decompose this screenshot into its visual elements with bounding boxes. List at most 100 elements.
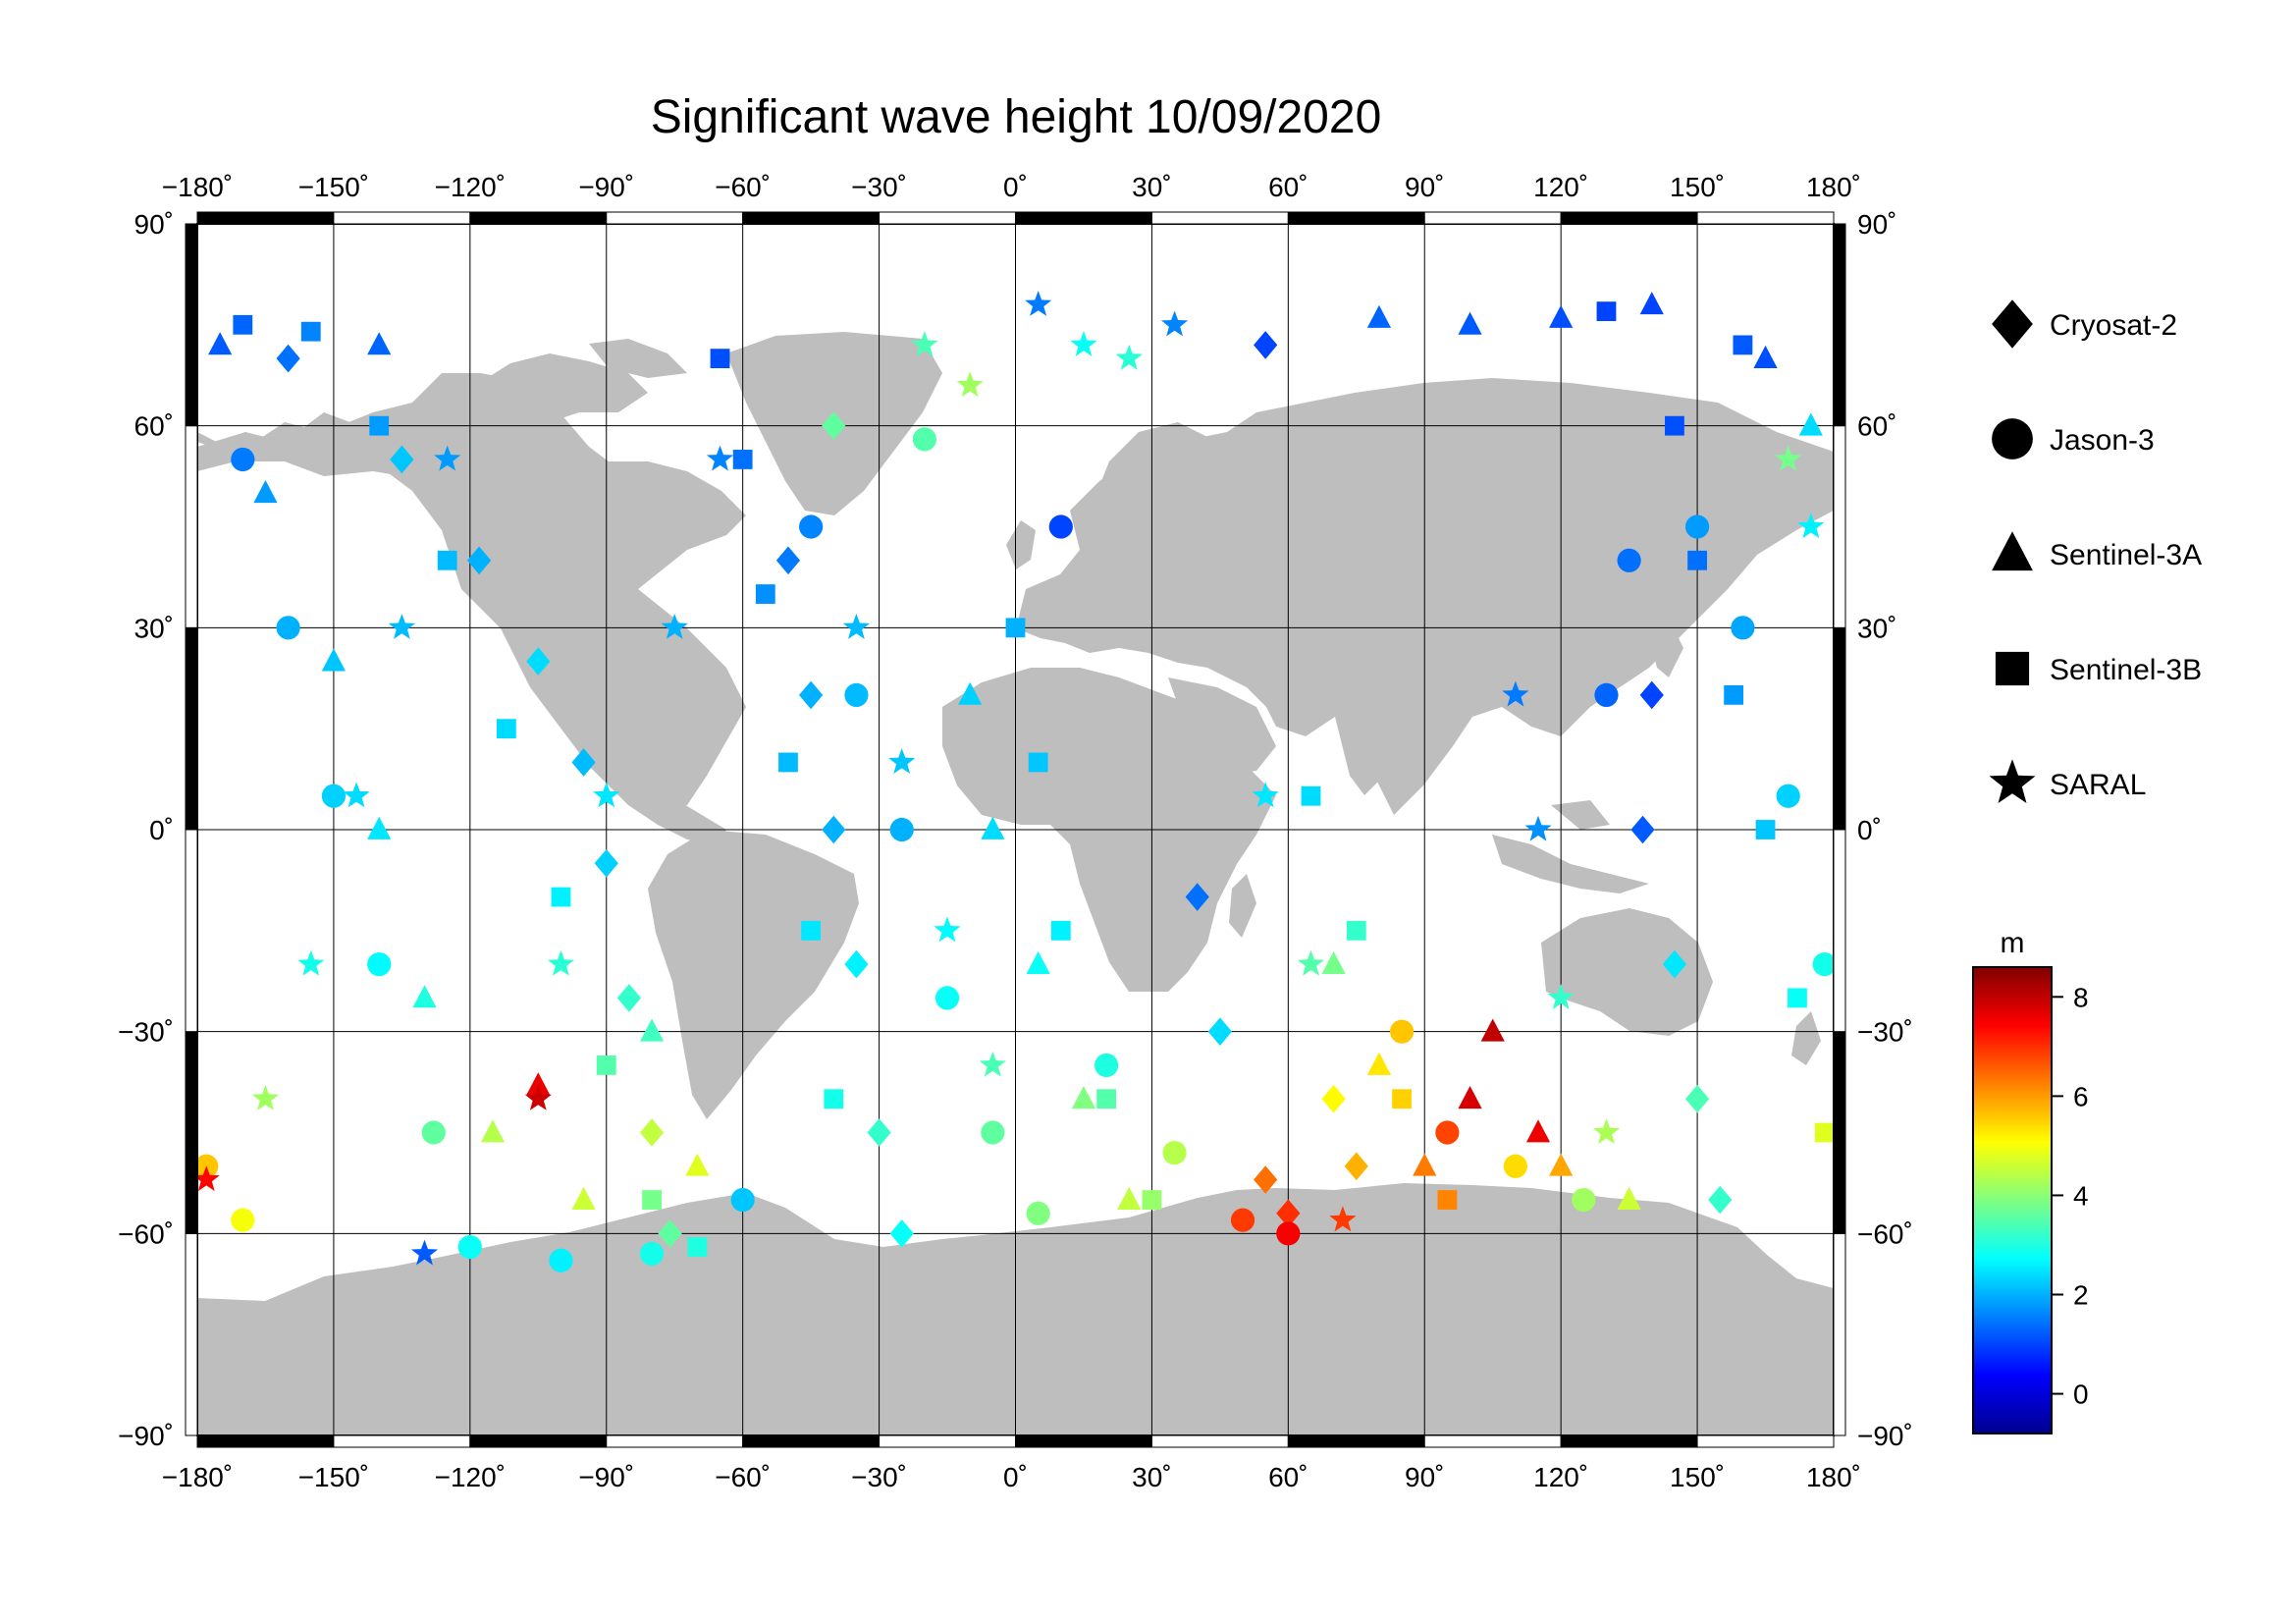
map-border-bars xyxy=(185,211,1846,1448)
left-border-segment xyxy=(185,829,198,1033)
lat-tick-label-right: 90˚ xyxy=(1857,209,1896,240)
sentinel-3b-point xyxy=(642,1190,662,1210)
cryosat-2-point xyxy=(571,748,596,777)
jason-3-point xyxy=(1617,548,1641,572)
sentinel-3a-point xyxy=(1413,1153,1437,1176)
legend-marker-jason-3 xyxy=(1992,418,2033,460)
lon-tick-label-bottom: −30˚ xyxy=(851,1462,907,1492)
jason-3-point xyxy=(457,1234,482,1260)
sentinel-3a-point xyxy=(1549,304,1574,328)
jason-3-point xyxy=(1435,1120,1460,1145)
saral-point xyxy=(1161,310,1189,337)
saral-point xyxy=(1297,949,1325,976)
jason-3-point xyxy=(1095,1053,1119,1078)
cryosat-2-point xyxy=(799,680,824,710)
saral-point xyxy=(1070,331,1097,356)
cryosat-2-point xyxy=(1630,815,1655,844)
saral-point xyxy=(842,614,870,639)
saral-point xyxy=(1592,1118,1621,1145)
lon-tick-label-top: −30˚ xyxy=(851,172,907,202)
sentinel-3a-point xyxy=(1617,1186,1641,1210)
sentinel-3b-point xyxy=(1788,988,1807,1008)
sentinel-3a-point xyxy=(1753,345,1778,369)
sentinel-3b-point xyxy=(1392,1089,1412,1109)
jason-3-point xyxy=(981,1120,1005,1145)
sentinel-3a-point xyxy=(1480,1018,1505,1042)
cryosat-2-point xyxy=(1185,883,1209,911)
colorbar-tick-label: 0 xyxy=(2073,1380,2089,1410)
lat-tick-label-left: −30˚ xyxy=(118,1017,174,1048)
australia-landmass xyxy=(1541,908,1713,1036)
legend-marker-saral xyxy=(1989,759,2036,803)
jason-3-point xyxy=(1572,1187,1596,1213)
cryosat-2-point xyxy=(639,1118,665,1147)
bottom-border-segment xyxy=(1150,1434,1289,1448)
sentinel-3a-point xyxy=(367,332,392,355)
jason-3-point xyxy=(1812,952,1834,977)
lat-tick-label-right: −90˚ xyxy=(1857,1421,1913,1451)
axis-tick-labels: −180˚ −180˚ −150˚ −150˚ −120˚ −120˚ −90˚ −90˚ −6… xyxy=(118,172,1913,1492)
jason-3-point xyxy=(730,1187,755,1213)
sentinel-3b-point xyxy=(551,887,571,907)
colorbar-tick-label: 8 xyxy=(2073,982,2089,1012)
sentinel-3a-series xyxy=(208,292,1823,1210)
sentinel-3a-point xyxy=(1117,1186,1142,1210)
legend-label-sentinel-3b: Sentinel-3B xyxy=(2050,654,2202,686)
lon-tick-label-bottom: −60˚ xyxy=(715,1462,771,1492)
cryosat-2-point xyxy=(658,1219,682,1248)
cryosat-2-point xyxy=(1662,949,1687,979)
lon-tick-label-bottom: 150˚ xyxy=(1670,1462,1725,1492)
lon-tick-label-top: 150˚ xyxy=(1670,172,1725,202)
sentinel-3b-point xyxy=(1755,820,1776,839)
top-border-segment xyxy=(879,211,1016,225)
jason-3-point xyxy=(1731,616,1755,640)
saral-point xyxy=(1025,291,1052,316)
jason-3-point xyxy=(1389,1019,1415,1044)
jason-3-point xyxy=(321,784,347,808)
cryosat-2-point xyxy=(594,848,618,878)
sentinel-3b-point xyxy=(1028,752,1048,773)
saral-point xyxy=(410,1239,439,1266)
sentinel-3b-point xyxy=(437,550,457,570)
jason-3-point xyxy=(231,447,255,472)
saral-point xyxy=(1115,344,1143,370)
india-landmass xyxy=(1335,717,1394,795)
lon-tick-label-bottom: 30˚ xyxy=(1132,1462,1171,1492)
bottom-border-segment xyxy=(196,1434,335,1448)
sentinel-3a-point xyxy=(1366,1052,1392,1075)
left-border-segment xyxy=(185,223,198,427)
cryosat-2-point xyxy=(889,1219,914,1248)
jason-3-point xyxy=(1162,1140,1187,1165)
saral-point xyxy=(593,782,620,808)
colorbar-tick-label: 4 xyxy=(2073,1180,2089,1211)
right-border-segment xyxy=(1833,626,1846,831)
cryosat-2-point xyxy=(390,445,414,474)
lon-tick-label-bottom: −90˚ xyxy=(578,1462,634,1492)
sentinel-3b-point xyxy=(1814,1122,1834,1143)
saral-point xyxy=(1329,1206,1357,1232)
bottom-border-segment xyxy=(1015,1434,1152,1448)
bottom-border-segment xyxy=(1423,1434,1562,1448)
lon-tick-label-top: 120˚ xyxy=(1533,172,1588,202)
bottom-border-segment xyxy=(1560,1434,1698,1448)
cryosat-2-point xyxy=(1254,331,1278,359)
jason-3-point xyxy=(367,952,392,977)
legend-label-jason-3: Jason-3 xyxy=(2050,424,2155,457)
cryosat-2-point xyxy=(844,949,869,979)
jason-3-point xyxy=(1230,1208,1255,1232)
jason-3-point xyxy=(1684,514,1710,539)
saral-point xyxy=(706,445,734,471)
satellite-legend: Cryosat-2 Jason-3 Sentinel-3A Sentinel-3B SA… xyxy=(1989,299,2202,803)
cryosat-2-point xyxy=(1708,1185,1733,1215)
sentinel-3a-point xyxy=(526,1072,551,1096)
jason-3-point xyxy=(197,1154,219,1178)
right-border-segment xyxy=(1833,829,1846,1033)
top-border-segment xyxy=(606,211,744,225)
jason-3-point xyxy=(1026,1201,1050,1225)
sentinel-3a-point xyxy=(639,1018,665,1042)
lat-tick-label-right: 0˚ xyxy=(1857,815,1882,845)
legend-label-saral: SARAL xyxy=(2050,769,2146,801)
sentinel-3a-point xyxy=(571,1186,596,1210)
